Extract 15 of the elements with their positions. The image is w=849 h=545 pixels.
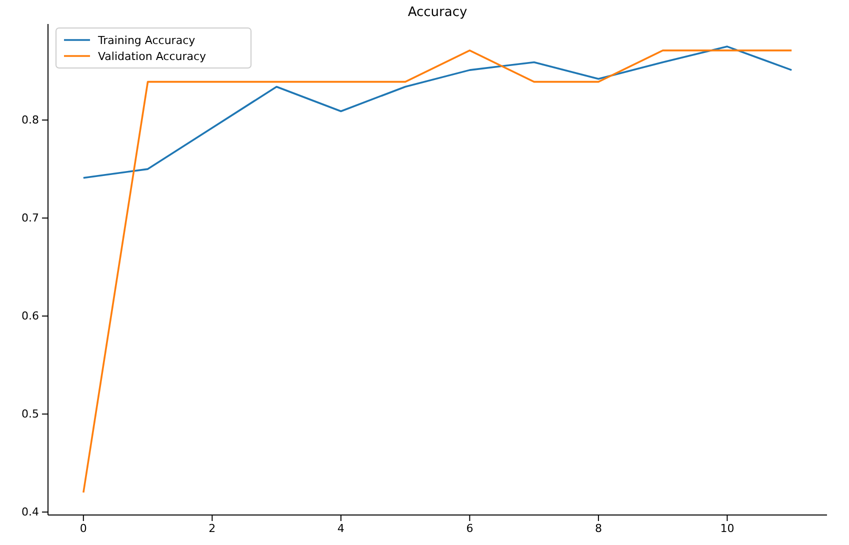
line-series — [82, 46, 792, 179]
y-tick-label: 0.7 — [22, 212, 39, 225]
legend-label: Validation Accuracy — [98, 50, 207, 63]
x-tick-label: 10 — [720, 522, 734, 535]
x-tick-label: 6 — [466, 522, 474, 535]
x-tick-label: 2 — [208, 522, 216, 535]
y-tick-label: 0.4 — [22, 506, 39, 519]
x-tick-label: 8 — [594, 522, 602, 535]
y-tick-label: 0.6 — [22, 310, 39, 323]
y-tick-label: 0.5 — [22, 408, 39, 421]
legend-label: Training Accuracy — [97, 34, 196, 47]
x-tick-label: 4 — [337, 522, 344, 535]
y-tick-label: 0.8 — [22, 114, 39, 127]
chart-title: Accuracy — [408, 5, 468, 20]
x-tick-label: 0 — [80, 522, 87, 535]
